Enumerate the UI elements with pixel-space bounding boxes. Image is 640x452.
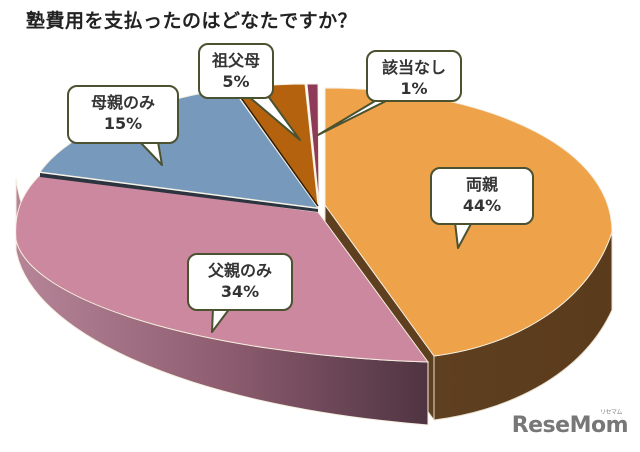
label-pct: 1% [400,79,428,98]
label-name: 祖父母 [211,51,260,70]
callout-gaitounashi: 該当なし 1% [366,50,462,102]
label-pct: 34% [220,282,260,301]
slice-hahaoya-side [40,173,318,212]
callout-hahaoya: 母親のみ 15% [67,85,179,144]
label-name: 該当なし [381,58,446,77]
label-name: 母親のみ [90,93,155,112]
callout-sofubo: 祖父母 5% [198,43,274,99]
callout-ryoshin: 両親 44% [430,167,534,225]
logo-text: ReseMom [511,413,629,438]
label-pct: 44% [462,196,502,215]
label-pct: 5% [222,72,250,91]
label-name: 父親のみ [207,261,272,280]
label-name: 両親 [465,175,498,194]
resemom-logo: ReseMom リセマム [511,409,629,438]
callout-chichioya: 父親のみ 34% [187,253,293,311]
chart-title: 塾費用を支払ったのはどなたですか？ [26,10,358,32]
slice-gaitounashi[interactable] [306,83,320,205]
callout-pointers [139,95,473,333]
logo-tiny-text: リセマム [599,409,623,416]
label-pct: 15% [103,114,143,133]
